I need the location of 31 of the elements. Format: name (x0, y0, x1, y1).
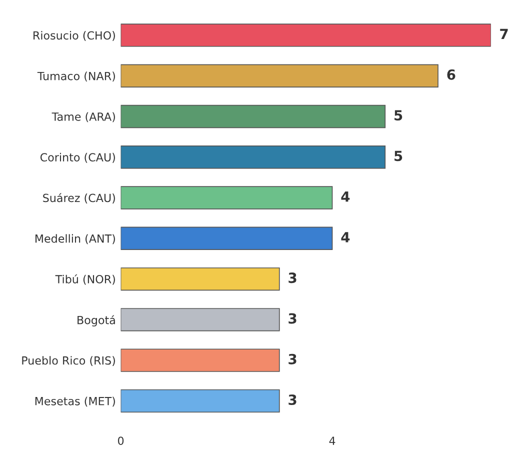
y-tick-label: Suárez (CAU) (43, 193, 115, 204)
bar (120, 389, 280, 413)
bar (120, 186, 333, 210)
data-label: 3 (288, 272, 296, 284)
x-tick-label: 0 (118, 436, 124, 445)
bar (120, 267, 280, 291)
bar (120, 308, 280, 332)
data-label: 5 (394, 150, 402, 162)
y-tick-label: Tumaco (NAR) (37, 72, 115, 82)
y-tick-label: Mesetas (MET) (35, 396, 115, 407)
bar (120, 24, 491, 47)
data-label: 7 (500, 28, 508, 40)
data-label: 3 (288, 354, 296, 364)
bar (120, 64, 438, 88)
y-tick-label: Pueblo Rico (RIS) (22, 356, 115, 366)
data-label: 5 (394, 110, 402, 121)
bar (120, 146, 386, 169)
data-label: 4 (341, 191, 350, 202)
bar (120, 104, 386, 128)
data-label: 4 (341, 232, 350, 242)
data-label: 3 (288, 313, 296, 324)
data-label: 6 (447, 69, 456, 80)
bar (120, 348, 280, 372)
y-tick-label: Tibú (NOR) (55, 274, 115, 285)
data-label: 3 (288, 394, 296, 405)
y-tick-label: Tame (ARA) (52, 112, 115, 122)
y-tick-label: Corinto (CAU) (40, 152, 115, 163)
y-tick-label: Riosucio (CHO) (34, 30, 115, 41)
y-tick-label: Bogotá (78, 315, 115, 326)
y-tick-label: Medellin (ANT) (36, 234, 115, 244)
bar (120, 226, 333, 250)
